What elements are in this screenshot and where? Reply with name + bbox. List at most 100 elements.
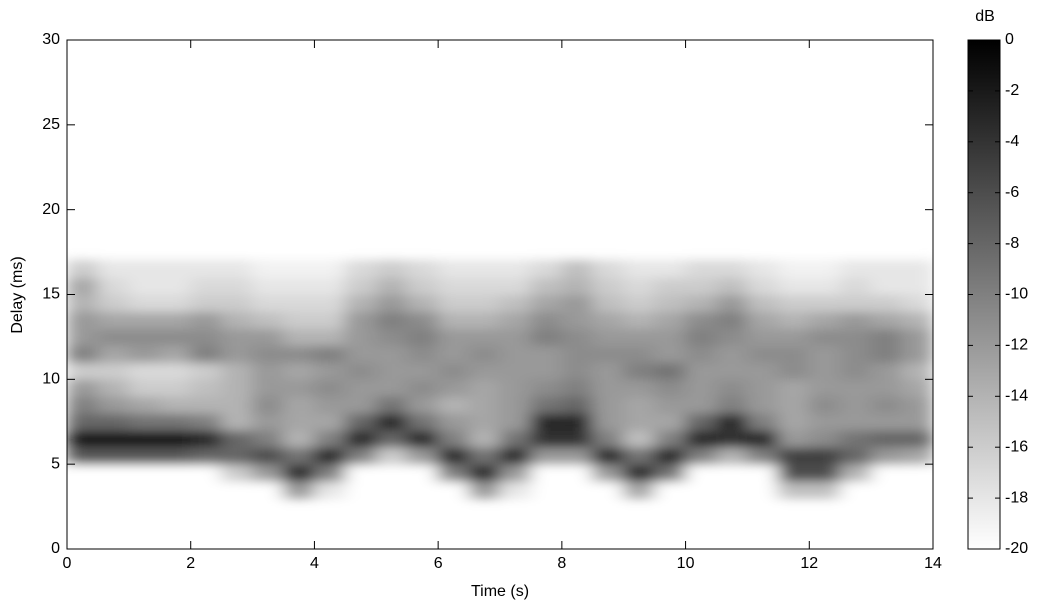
heat-cell [561, 412, 594, 431]
heat-cell [623, 378, 656, 397]
heat-cell [190, 429, 223, 448]
heat-cell [468, 260, 501, 279]
heat-cell [777, 446, 810, 465]
y-tick-label: 30 [42, 31, 60, 48]
heat-cell [561, 429, 594, 448]
heat-cell [283, 412, 315, 431]
heat-cell [344, 463, 377, 482]
heat-cell [221, 378, 254, 397]
x-tick-label: 14 [924, 555, 942, 572]
heat-cell [375, 429, 408, 448]
heatmap [67, 260, 933, 499]
heat-cell [159, 344, 192, 363]
heat-cell [344, 310, 377, 329]
heat-cell [530, 260, 563, 279]
heat-cell [128, 412, 161, 431]
heat-cell [221, 294, 254, 312]
heat-cell [67, 412, 99, 431]
heat-cell [592, 327, 625, 346]
heat-cell [499, 378, 532, 397]
heat-cell [190, 260, 223, 279]
heat-cell [67, 260, 99, 279]
heat-cell [97, 480, 130, 499]
heat-cell [283, 463, 315, 482]
heat-cell [221, 327, 254, 346]
heat-cell [406, 277, 439, 295]
heat-cell [67, 361, 99, 380]
heat-cell [128, 344, 161, 363]
heat-cell [190, 480, 223, 499]
heat-cell [221, 344, 254, 363]
heat-cell [530, 277, 563, 295]
heat-cell [252, 277, 284, 295]
heat-cell [592, 429, 625, 448]
heat-cell [128, 446, 161, 465]
heat-cell [313, 310, 346, 329]
x-tick-label: 12 [800, 555, 818, 572]
heat-cell [159, 412, 192, 431]
heat-cell [870, 294, 903, 312]
heat-cell [406, 294, 439, 312]
heat-cell [190, 412, 223, 431]
heat-cell [685, 446, 717, 465]
x-tick-label: 8 [557, 555, 566, 572]
heat-cell [530, 361, 563, 380]
colorbar-tick-label: -10 [1005, 286, 1028, 303]
heat-cell [468, 429, 501, 448]
heat-cell [344, 294, 377, 312]
heat-cell [808, 412, 841, 431]
heat-cell [128, 395, 161, 414]
heat-cell [839, 294, 872, 312]
heat-cell [406, 378, 439, 397]
heat-cell [530, 446, 563, 465]
heat-cell [870, 395, 903, 414]
heat-cell [808, 378, 841, 397]
heat-cell [221, 277, 254, 295]
heat-cell [870, 378, 903, 397]
heat-cell [67, 480, 99, 499]
heat-cell [313, 429, 346, 448]
heat-cell [190, 327, 223, 346]
heat-cell [530, 429, 563, 448]
heat-cell [716, 395, 748, 414]
heat-cell [654, 294, 687, 312]
heat-cell [901, 480, 933, 499]
heat-cell [561, 463, 594, 482]
heat-cell [313, 294, 346, 312]
heat-cell [654, 344, 687, 363]
heat-cell [654, 480, 687, 499]
heat-cell [375, 277, 408, 295]
heat-cell [746, 361, 779, 380]
heat-cell [499, 260, 532, 279]
heat-cell [283, 260, 315, 279]
heat-cell [839, 260, 872, 279]
colorbar-label: dB [975, 8, 995, 25]
heat-cell [623, 446, 656, 465]
heat-cell [530, 395, 563, 414]
heat-cell [901, 395, 933, 414]
heat-cell [313, 412, 346, 431]
heat-cell [746, 310, 779, 329]
heat-cell [592, 344, 625, 363]
heat-cell [716, 463, 748, 482]
heat-cell [870, 327, 903, 346]
heat-cell [406, 429, 439, 448]
heat-cell [654, 277, 687, 295]
heat-cell [437, 395, 470, 414]
heat-cell [901, 310, 933, 329]
heat-cell [561, 277, 594, 295]
heat-cell [313, 463, 346, 482]
heat-cell [623, 277, 656, 295]
heat-cell [716, 277, 748, 295]
heat-cell [97, 344, 130, 363]
heat-cell [716, 344, 748, 363]
colorbar-tick-label: -20 [1005, 540, 1028, 557]
heat-cell [839, 344, 872, 363]
heat-cell [437, 480, 470, 499]
heat-cell [654, 327, 687, 346]
heat-cell [313, 361, 346, 380]
heat-cell [406, 310, 439, 329]
heat-cell [344, 429, 377, 448]
heat-cell [746, 463, 779, 482]
heat-cell [221, 446, 254, 465]
